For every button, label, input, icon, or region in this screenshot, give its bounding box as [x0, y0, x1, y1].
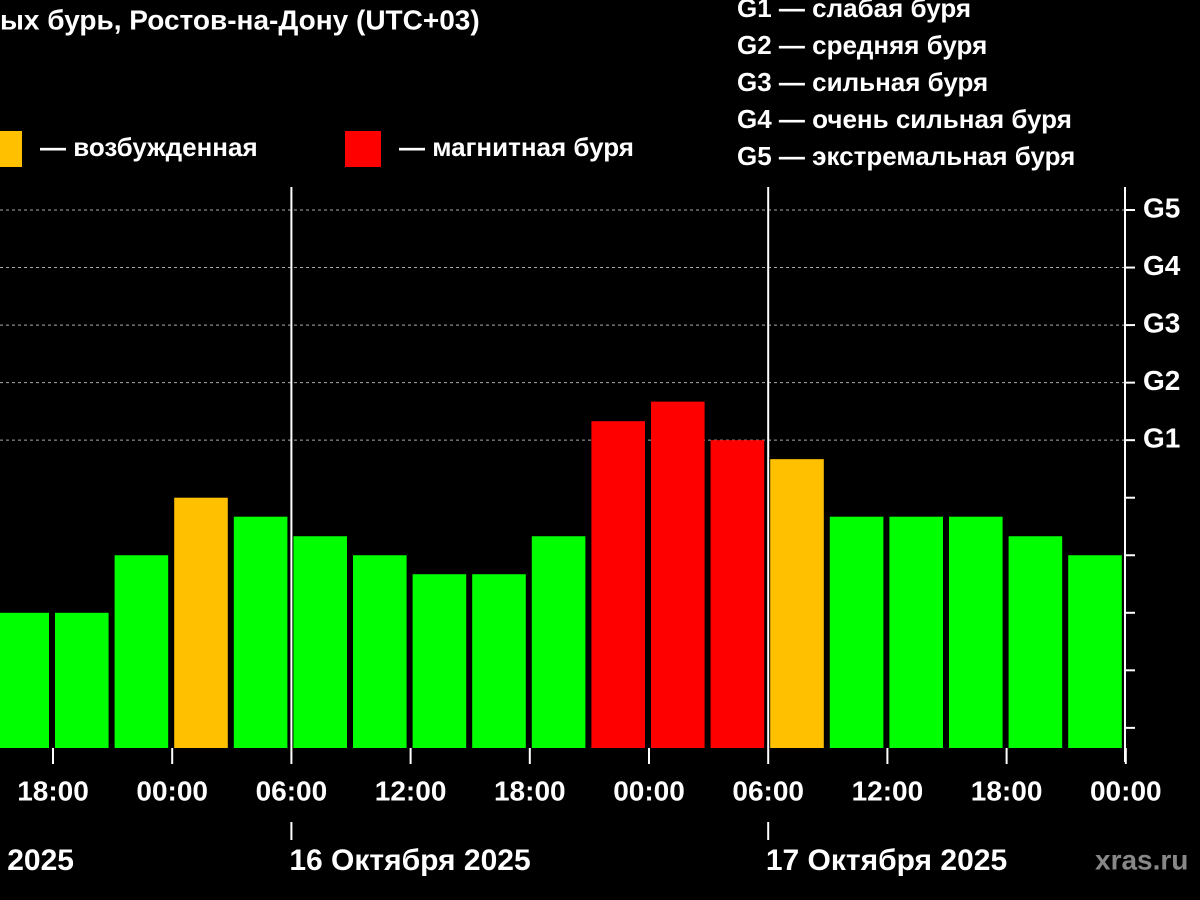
bar: [293, 536, 347, 748]
x-tick-label: 00:00: [136, 775, 208, 806]
bar: [889, 516, 943, 748]
date-label: 2025: [7, 844, 74, 877]
bar: [174, 497, 228, 748]
x-tick-label: 00:00: [613, 775, 685, 806]
storm-scale-label: G5 — экстремальная буря: [737, 141, 1075, 171]
bar: [1008, 536, 1063, 748]
bar: [353, 555, 407, 748]
y-tick-label: G5: [1143, 192, 1180, 223]
date-label: 16 Октября 2025: [289, 844, 530, 877]
x-tick-label: 18:00: [17, 775, 89, 806]
bar: [651, 401, 705, 748]
bar: [412, 574, 467, 748]
y-tick-label: G3: [1143, 307, 1180, 338]
storm-scale-label: G2 — средняя буря: [737, 30, 987, 60]
x-tick-label: 06:00: [732, 775, 804, 806]
bar: [949, 516, 1003, 748]
bar: [531, 536, 586, 748]
y-tick-label: G1: [1143, 423, 1180, 454]
bar: [55, 612, 109, 748]
bar: [710, 440, 765, 748]
bar: [829, 516, 884, 748]
x-tick-label: 18:00: [494, 775, 566, 806]
x-tick-label: 12:00: [375, 775, 447, 806]
x-tick-label: 06:00: [256, 775, 328, 806]
bar: [233, 516, 288, 748]
storm-scale-label: G1 — слабая буря: [737, 0, 971, 23]
bar: [1068, 555, 1122, 748]
x-tick-label: 18:00: [971, 775, 1043, 806]
legend-swatch: [0, 131, 22, 167]
storm-scale-label: G3 — сильная буря: [737, 67, 988, 97]
legend-swatch: [345, 131, 381, 167]
bar: [0, 612, 49, 748]
bar: [770, 459, 824, 748]
date-label: 17 Октября 2025: [766, 844, 1007, 877]
watermark: xras.ru: [1095, 844, 1188, 875]
legend-label: — возбужденная: [40, 132, 258, 162]
x-tick-label: 00:00: [1090, 775, 1162, 806]
bar: [114, 555, 169, 748]
legend-label: — магнитная буря: [399, 132, 634, 162]
x-tick-label: 12:00: [852, 775, 924, 806]
y-tick-label: G4: [1143, 250, 1181, 281]
chart-title: ых бурь, Ростов-на-Дону (UTC+03): [0, 4, 480, 35]
bar: [472, 574, 526, 748]
storm-scale-label: G4 — очень сильная буря: [737, 104, 1072, 134]
bar: [591, 421, 645, 748]
y-tick-label: G2: [1143, 365, 1180, 396]
